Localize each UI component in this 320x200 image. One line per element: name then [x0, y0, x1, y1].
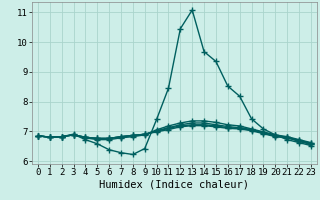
X-axis label: Humidex (Indice chaleur): Humidex (Indice chaleur) — [100, 180, 249, 190]
